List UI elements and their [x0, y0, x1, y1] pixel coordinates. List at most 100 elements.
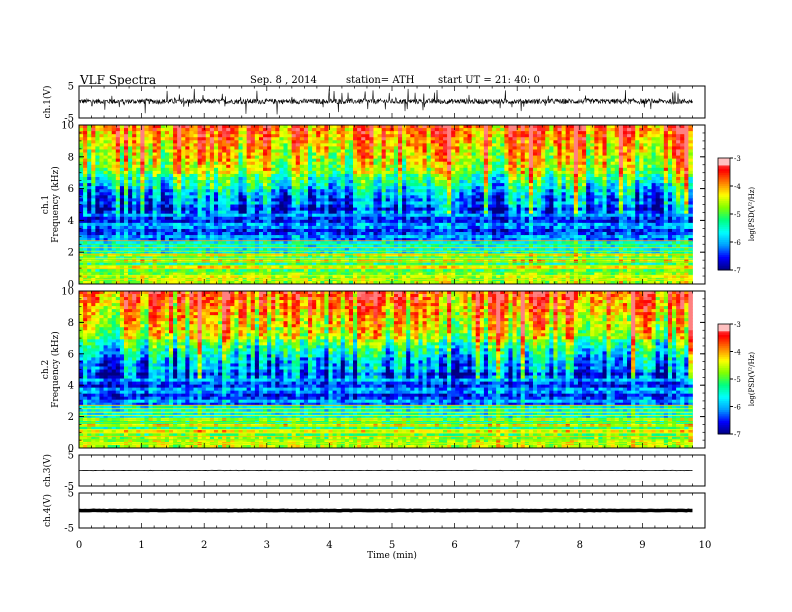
spectrogram-cell	[209, 131, 215, 135]
spectrogram-cell	[393, 222, 399, 227]
spectrogram-cell	[279, 173, 284, 178]
spectrogram-cell	[291, 152, 297, 156]
spectrogram-cell	[201, 265, 207, 270]
spectrogram-cell	[222, 137, 227, 141]
spectrogram-cell	[467, 238, 473, 242]
spectrogram-cell	[393, 259, 399, 263]
spectrogram-cell	[197, 241, 203, 245]
spectrogram-cell	[299, 268, 305, 273]
spectrogram-cell	[107, 152, 113, 156]
spectrogram-cell	[140, 189, 145, 193]
spectrogram-cell	[128, 137, 133, 141]
spectrogram-cell	[467, 186, 473, 190]
spectrogram-cell	[369, 262, 374, 267]
spectrogram-cell	[246, 161, 252, 166]
spectrogram-cell	[201, 143, 207, 147]
spectrogram-cell	[271, 250, 276, 254]
spectrogram-cell	[398, 173, 403, 178]
spectrogram-cell	[246, 189, 252, 193]
spectrogram-cell	[205, 155, 211, 160]
spectrogram-cell	[254, 189, 260, 193]
spectrogram-cell	[115, 137, 121, 141]
spectrogram-cell	[242, 149, 248, 153]
spectrogram-cell	[438, 158, 444, 163]
spectrogram-cell	[218, 244, 223, 248]
spectrogram-cell	[295, 213, 301, 218]
spectrogram-cell	[381, 155, 387, 160]
spectrogram-cell	[303, 180, 309, 184]
spectrogram-cell	[177, 268, 182, 273]
spectrogram-cell	[173, 210, 178, 215]
spectrogram-cell	[115, 222, 121, 227]
spectrogram-cell	[340, 152, 346, 156]
spectrogram-cell	[209, 134, 215, 138]
spectrogram-cell	[377, 155, 383, 160]
spectrogram-cell	[385, 183, 391, 187]
spectrogram-cell	[140, 262, 145, 267]
spectrogram-cell	[185, 131, 190, 135]
spectrogram-cell	[213, 195, 219, 199]
spectrogram-cell	[226, 225, 231, 230]
spectrogram-cell	[414, 158, 419, 163]
spectrogram-cell	[418, 161, 423, 166]
spectrogram-cell	[443, 222, 448, 227]
spectrogram-cell	[373, 222, 378, 227]
spectrogram-cell	[136, 225, 141, 230]
spectrogram-cell	[144, 125, 149, 129]
spectrogram-cell	[451, 176, 456, 181]
spectrogram-cell	[291, 244, 297, 248]
spectrogram-cell	[144, 134, 149, 138]
spectrogram-cell	[451, 128, 456, 132]
spectrogram-cell	[353, 183, 358, 187]
spectrogram-cell	[451, 207, 456, 212]
spectrogram-cell	[173, 250, 178, 254]
spectrogram-cell	[459, 158, 464, 163]
spectrogram-cell	[430, 268, 436, 273]
spectrogram-cell	[83, 143, 88, 147]
spectrogram-cell	[148, 238, 154, 242]
spectrogram-cell	[381, 158, 387, 163]
spectrogram-cell	[340, 259, 346, 263]
spectrogram-cell	[209, 170, 215, 175]
spectrogram-cell	[459, 265, 464, 270]
spectrogram-cell	[467, 183, 473, 187]
spectrogram-cell	[213, 228, 219, 233]
spectrogram-cell	[336, 204, 342, 208]
spectrogram-cell	[373, 164, 378, 169]
spectrogram-cell	[164, 265, 170, 270]
spectrogram-cell	[271, 235, 276, 239]
spectrogram-cell	[218, 228, 223, 233]
spectrogram-cell	[275, 192, 280, 196]
spectrogram-cell	[316, 280, 321, 285]
spectrogram-cell	[365, 271, 370, 276]
spectrogram-cell	[303, 235, 309, 239]
spectrogram-cell	[79, 265, 84, 270]
spectrogram-cell	[459, 259, 464, 263]
spectrogram-cell	[91, 134, 96, 138]
spectrogram-cell	[234, 274, 239, 279]
spectrogram-cell	[467, 250, 473, 254]
spectrogram-cell	[426, 140, 432, 144]
spectrogram-cell	[181, 125, 186, 129]
spectrogram-cell	[320, 219, 325, 224]
spectrogram-cell	[361, 176, 366, 181]
spectrogram-cell	[377, 219, 383, 224]
spectrogram-cell	[393, 143, 399, 147]
spectrogram-cell	[250, 210, 256, 215]
spectrogram-cell	[95, 170, 100, 175]
spectrogram-cell	[357, 216, 362, 221]
spectrogram-cell	[381, 192, 387, 196]
spectrogram-cell	[402, 149, 407, 153]
spectrogram-cell	[132, 140, 137, 144]
spectrogram-cell	[348, 158, 354, 163]
spectrogram-cell	[451, 250, 456, 254]
spectrogram-cell	[115, 228, 121, 233]
spectrogram-cell	[348, 271, 354, 276]
spectrogram-cell	[434, 232, 440, 236]
spectrogram-cell	[336, 167, 342, 172]
spectrogram-cell	[95, 204, 100, 208]
spectrogram-cell	[320, 131, 325, 135]
spectrogram-cell	[181, 250, 186, 254]
spectrogram-cell	[279, 271, 284, 276]
spectrogram-cell	[234, 222, 239, 227]
